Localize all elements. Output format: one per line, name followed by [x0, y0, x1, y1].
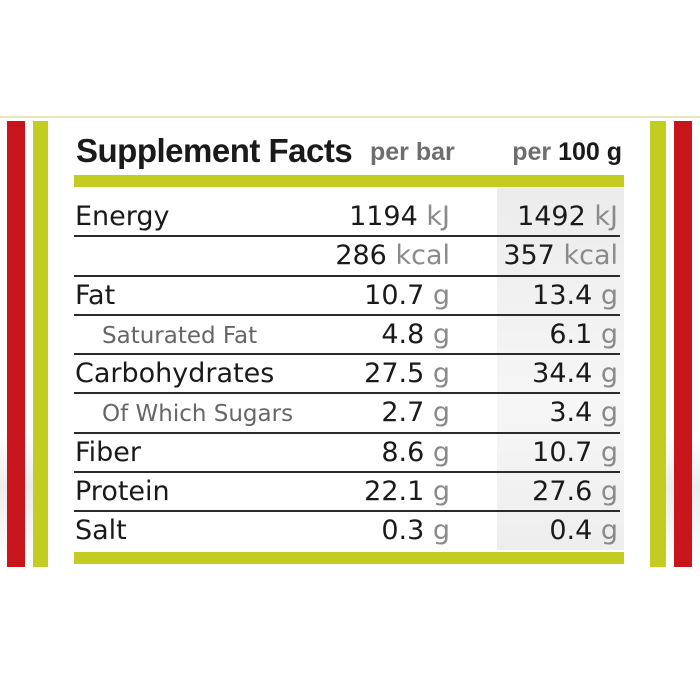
per-100g-unit: g	[600, 279, 618, 311]
per-100g-unit: g	[600, 436, 618, 468]
per-100g-number: 6.1	[549, 318, 593, 350]
per-100g-number: 1492	[517, 201, 586, 232]
per-100g-unit: g	[600, 318, 618, 350]
per-100g-value: 3.4 g	[549, 397, 618, 428]
per-100g-unit: g	[600, 358, 618, 390]
per-100g-column-shade	[497, 188, 624, 550]
per-100g-unit: kcal	[563, 240, 618, 272]
nutrient-label: Fat	[75, 279, 116, 311]
per-100g-unit: kJ	[594, 201, 618, 232]
per-100g-number: 357	[503, 240, 555, 272]
per-bar-value: 0.3 g	[381, 515, 450, 546]
per-bar-unit: kcal	[395, 240, 450, 272]
per-bar-number: 2.7	[381, 397, 425, 429]
per-bar-unit: g	[432, 358, 450, 390]
per-100g-unit: g	[600, 515, 618, 547]
per-100g-unit: g	[600, 476, 618, 508]
column-header-per-100g: per 100 g	[512, 138, 622, 167]
per-bar-value: 22.1 g	[364, 476, 450, 507]
per-bar-number: 8.6	[381, 436, 425, 468]
nutrient-label: Energy	[75, 201, 170, 232]
per-100g-number: 13.4	[532, 279, 593, 311]
table-row: Energy 1194 kJ 1492 kJ	[74, 198, 620, 238]
right-red-stripe	[674, 121, 692, 567]
per-bar-value: 10.7 g	[364, 280, 450, 311]
per-bar-number: 1194	[349, 201, 418, 232]
right-green-stripe	[650, 121, 666, 567]
per-bar-number: 27.5	[364, 358, 425, 390]
per-100g-number: 3.4	[549, 397, 593, 429]
left-red-stripe	[7, 121, 25, 567]
per-100g-value: 27.6 g	[532, 476, 618, 507]
per-100g-number: 34.4	[532, 358, 593, 390]
per-100g-value: 6.1 g	[549, 319, 618, 350]
row-divider	[74, 431, 620, 434]
nutrition-table: Energy 1194 kJ 1492 kJ 286 kcal 357 kcal Fat 1…	[74, 198, 620, 552]
table-row: 286 kcal 357 kcal	[74, 237, 620, 277]
nutrient-label: Salt	[75, 515, 127, 547]
nutrient-label: Of Which Sugars	[102, 401, 294, 428]
table-row: Salt 0.3 g 0.4 g	[74, 512, 620, 551]
table-row: Carbohydrates 27.5 g 34.4 g	[74, 355, 620, 395]
per-bar-number: 0.3	[381, 515, 425, 547]
nutrient-label: Fiber	[75, 436, 141, 468]
nutrient-label: Saturated Fat	[102, 322, 258, 349]
per-bar-number: 286	[335, 240, 387, 272]
footer-divider-bar	[74, 552, 624, 564]
row-divider	[74, 392, 620, 395]
table-row: Protein 22.1 g 27.6 g	[74, 473, 620, 513]
per-100g-number: 27.6	[532, 476, 593, 508]
table-row: Of Which Sugars 2.7 g 3.4 g	[74, 394, 620, 434]
nutrient-label: Carbohydrates	[75, 358, 275, 390]
table-row: Saturated Fat 4.8 g 6.1 g	[74, 316, 620, 356]
per-bar-number: 10.7	[364, 279, 425, 311]
per-100g-value: 357 kcal	[503, 240, 618, 271]
row-divider	[74, 353, 620, 356]
nutrient-label: Protein	[75, 476, 170, 508]
per-bar-value: 2.7 g	[381, 397, 450, 428]
per-bar-unit: g	[432, 397, 450, 429]
left-green-stripe	[33, 121, 48, 567]
row-divider	[74, 313, 620, 316]
per-100g-number: 10.7	[532, 436, 593, 468]
row-divider	[74, 510, 620, 513]
per-100g-value: 10.7 g	[532, 437, 618, 468]
per-100g-value: 13.4 g	[532, 280, 618, 311]
per-bar-value: 4.8 g	[381, 319, 450, 350]
per-bar-unit: kJ	[426, 201, 450, 232]
per-bar-unit: g	[432, 476, 450, 508]
per-bar-value: 27.5 g	[364, 358, 450, 389]
column-header-prefix: per	[512, 138, 552, 166]
facts-header: Supplement Facts per bar per 100 g	[74, 128, 624, 174]
per-bar-unit: g	[432, 515, 450, 547]
header-divider-bar	[74, 175, 624, 187]
per-bar-value: 1194 kJ	[349, 201, 450, 232]
row-divider	[74, 235, 620, 238]
per-bar-number: 4.8	[381, 318, 425, 350]
column-header-amount: 100 g	[558, 138, 622, 166]
per-bar-unit: g	[432, 279, 450, 311]
per-100g-value: 1492 kJ	[517, 201, 618, 232]
row-divider	[74, 274, 620, 277]
per-bar-number: 22.1	[364, 476, 425, 508]
facts-title: Supplement Facts	[76, 132, 353, 169]
per-100g-value: 0.4 g	[549, 515, 618, 546]
per-100g-number: 0.4	[549, 515, 593, 547]
table-row: Fat 10.7 g 13.4 g	[74, 277, 620, 316]
per-bar-value: 8.6 g	[381, 437, 450, 468]
per-bar-value: 286 kcal	[335, 240, 450, 271]
top-rule	[0, 116, 700, 118]
per-bar-unit: g	[432, 436, 450, 468]
column-header-per-bar: per bar	[370, 138, 455, 166]
per-100g-unit: g	[600, 397, 618, 429]
per-bar-unit: g	[432, 318, 450, 350]
per-100g-value: 34.4 g	[532, 358, 618, 389]
row-divider	[74, 471, 620, 474]
table-row: Fiber 8.6 g 10.7 g	[74, 434, 620, 474]
